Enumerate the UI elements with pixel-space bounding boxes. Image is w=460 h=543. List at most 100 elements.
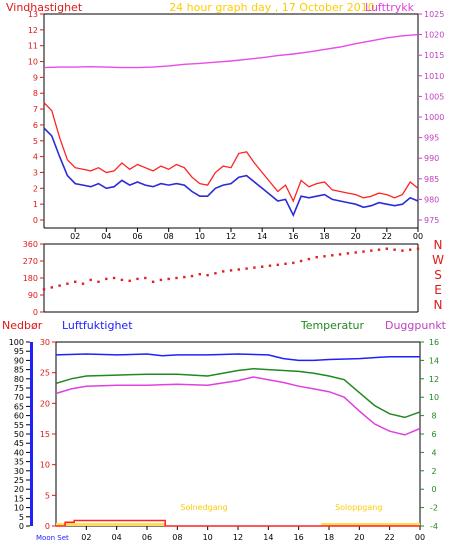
sunrise-annotation: Soloppgang xyxy=(335,503,382,512)
wind-y-tick-label: 7 xyxy=(33,105,38,114)
direction-point xyxy=(97,280,100,283)
humidity-y-tick-label: 25 xyxy=(40,369,50,378)
wind-x-tick-label: 04 xyxy=(101,232,111,241)
rain-y-tick-label: 20 xyxy=(14,485,24,494)
direction-point xyxy=(50,286,53,289)
direction-point xyxy=(409,248,412,251)
direction-point xyxy=(214,272,217,275)
direction-point xyxy=(338,253,342,256)
rain-y-tick-label: 100 xyxy=(9,338,24,347)
humidity-y-tick-label: 30 xyxy=(40,338,50,347)
wind-x-tick-label: 02 xyxy=(70,232,80,241)
temperature-y-tick-label: 2 xyxy=(431,467,436,476)
temp-x-tick-label: 10 xyxy=(203,533,213,542)
pressure-y-tick-label: 1015 xyxy=(424,51,444,60)
rain-y-tick-label: 85 xyxy=(14,366,24,375)
direction-point xyxy=(112,276,116,280)
compass-label: E xyxy=(434,283,442,297)
direction-point xyxy=(81,282,85,285)
direction-y-tick-label: 270 xyxy=(23,257,38,266)
chart-title: 24 hour graph day , 17 October 2010 xyxy=(169,1,375,14)
wind-x-tick-label: 14 xyxy=(257,232,267,241)
wind-x-tick-label: 00 xyxy=(413,232,423,241)
direction-point xyxy=(292,261,295,265)
rain-y-tick-label: 15 xyxy=(14,494,24,503)
direction-y-tick-label: 0 xyxy=(33,308,38,317)
compass-label: N xyxy=(434,298,443,312)
wind-speed-label: Vindhastighet xyxy=(6,1,83,14)
moon-set-label: Moon Set xyxy=(36,534,69,542)
rain-y-tick-label: 75 xyxy=(14,384,24,393)
direction-point xyxy=(393,248,396,251)
direction-point xyxy=(229,269,233,272)
direction-point xyxy=(105,277,108,281)
direction-point xyxy=(401,249,404,252)
compass-label: N xyxy=(434,238,443,252)
wind-y-tick-label: 13 xyxy=(28,10,38,19)
wind-y-tick-label: 12 xyxy=(28,26,38,35)
rain-y-tick-label: 55 xyxy=(14,421,24,430)
night-band-evening xyxy=(321,523,420,526)
wind-y-tick-label: 8 xyxy=(33,89,38,98)
pressure-y-tick-label: 980 xyxy=(424,195,439,204)
wind-y-tick-label: 4 xyxy=(33,153,38,162)
temperature-y-tick-label: -2 xyxy=(430,504,438,513)
wind-y-tick-label: 11 xyxy=(28,42,38,51)
temperature-y-tick-label: 0 xyxy=(431,485,436,494)
direction-point xyxy=(354,251,357,254)
direction-point xyxy=(284,262,287,265)
pressure-y-tick-label: 990 xyxy=(424,154,439,163)
humidity-y-tick-label: 5 xyxy=(45,491,50,500)
direction-y-tick-label: 360 xyxy=(23,240,38,249)
direction-y-tick-label: 180 xyxy=(23,274,38,283)
legend-dewpoint: Duggpunkt xyxy=(385,319,447,332)
direction-point xyxy=(315,256,318,259)
temp-x-tick-label: 18 xyxy=(324,533,334,542)
wind-x-tick-label: 16 xyxy=(288,232,298,241)
direction-point xyxy=(346,252,350,255)
legend-temperature: Temperatur xyxy=(300,319,365,332)
direction-point xyxy=(268,264,272,267)
series-temperature xyxy=(55,367,421,419)
temperature-y-tick-label: 4 xyxy=(431,448,436,457)
temp-x-tick-label: 20 xyxy=(354,533,364,542)
wind-y-tick-label: 9 xyxy=(33,73,38,82)
direction-point xyxy=(183,275,186,279)
direction-point xyxy=(370,249,373,252)
rain-y-tick-label: 65 xyxy=(14,402,24,411)
direction-point xyxy=(416,247,420,250)
pressure-y-tick-label: 1020 xyxy=(424,31,444,40)
direction-point xyxy=(144,276,147,280)
direction-point xyxy=(159,278,163,282)
pressure-y-tick-label: 975 xyxy=(424,216,439,225)
humidity-y-tick-label: 15 xyxy=(40,430,50,439)
pressure-y-tick-label: 1025 xyxy=(424,10,444,19)
rain-y-tick-label: 5 xyxy=(19,513,24,522)
wind-y-tick-label: 10 xyxy=(28,58,38,67)
wind-x-tick-label: 06 xyxy=(132,232,142,241)
direction-point xyxy=(362,250,365,253)
wind-x-tick-label: 10 xyxy=(195,232,205,241)
wind-x-tick-label: 20 xyxy=(351,232,361,241)
wind-x-tick-label: 12 xyxy=(226,232,236,241)
wind-y-tick-label: 6 xyxy=(33,121,38,130)
direction-point xyxy=(385,247,388,250)
direction-point xyxy=(377,248,381,251)
direction-point xyxy=(276,263,279,266)
pressure-y-tick-label: 1000 xyxy=(424,113,444,122)
rain-y-tick-label: 10 xyxy=(14,504,24,513)
temp-x-tick-label: 00 xyxy=(415,533,425,542)
humidity-y-tick-label: 20 xyxy=(40,399,50,408)
direction-point xyxy=(151,280,155,283)
tick-labels-layer: 0123456789101112139759809859909951000100… xyxy=(9,10,445,542)
direction-point xyxy=(323,255,326,258)
direction-point xyxy=(58,284,61,287)
rain-y-tick-label: 40 xyxy=(14,448,24,457)
rain-y-tick-label: 80 xyxy=(14,375,24,384)
direction-point xyxy=(261,265,264,268)
temperature-y-tick-label: 6 xyxy=(431,430,436,439)
pressure-y-tick-label: 1010 xyxy=(424,72,444,81)
temperature-y-tick-label: 10 xyxy=(429,393,439,402)
temp-x-tick-label: 04 xyxy=(112,533,122,542)
series-humidity xyxy=(55,353,420,362)
